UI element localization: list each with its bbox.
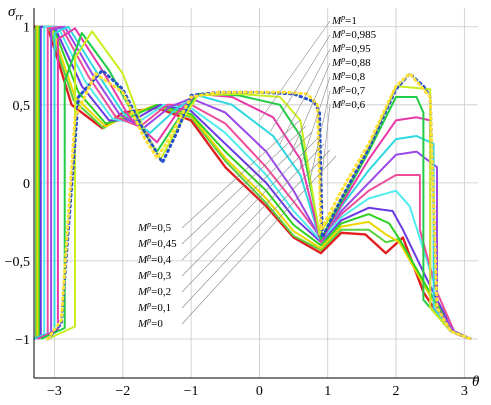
annotation-label-sup: p bbox=[146, 236, 151, 245]
annotation-label-u2: Mp=0,95 bbox=[331, 41, 371, 55]
annotation-label-main: M bbox=[137, 238, 148, 250]
annotation-label-sup: p bbox=[340, 69, 345, 78]
annotation-label-sup: p bbox=[340, 13, 345, 22]
series-line-9 bbox=[33, 25, 472, 340]
annotation-label-value: =1 bbox=[345, 15, 357, 27]
annotation-label-u3: Mp=0,88 bbox=[331, 55, 371, 69]
x-tick-label: −2 bbox=[115, 384, 130, 399]
annotation-label-value: =0,5 bbox=[151, 222, 171, 234]
annotation-label-sup: p bbox=[146, 300, 151, 309]
annotation-label-main: M bbox=[137, 302, 148, 314]
annotation-label-value: =0,1 bbox=[151, 302, 171, 314]
annotation-label-value: =0,3 bbox=[151, 270, 171, 282]
annotation-label-sup: p bbox=[146, 268, 151, 277]
annotation-label-sup: p bbox=[146, 284, 151, 293]
annotation-leader-u5 bbox=[309, 90, 331, 181]
x-tick-label: 3 bbox=[461, 384, 468, 399]
annotation-label-lower-6: Mp=0 bbox=[137, 316, 163, 330]
annotation-label-lower-3: Mp=0,3 bbox=[137, 268, 172, 282]
annotation-label-value: =0,6 bbox=[345, 99, 365, 111]
annotation-leader-l4 bbox=[181, 143, 325, 293]
annotation-label-main: M bbox=[137, 254, 148, 266]
x-tick-label: 0 bbox=[256, 384, 263, 399]
annotation-label-value: =0,7 bbox=[345, 85, 365, 97]
annotation-label-sup: p bbox=[146, 252, 151, 261]
series-line-12 bbox=[33, 25, 472, 340]
annotation-label-u1: Mp=0,985 bbox=[331, 27, 377, 41]
y-tick-label: 0,5 bbox=[13, 99, 31, 114]
annotation-label-sup: p bbox=[340, 41, 345, 50]
x-tick-label: −3 bbox=[47, 384, 62, 399]
annotation-label-main: M bbox=[331, 57, 342, 69]
series-lines bbox=[33, 25, 473, 341]
series-line-3 bbox=[40, 32, 472, 340]
annotation-label-u0: Mp=1 bbox=[331, 13, 357, 27]
annotation-label-value: =0,8 bbox=[345, 71, 365, 83]
annotation-label-sup: p bbox=[340, 27, 345, 36]
annotation-leader-u3 bbox=[289, 62, 331, 157]
annotation-label-main: M bbox=[331, 43, 342, 55]
annotation-leader-l1 bbox=[181, 125, 307, 245]
annotation-leader-l5 bbox=[181, 149, 331, 309]
annotation-label-lower-1: Mp=0,45 bbox=[137, 236, 177, 250]
y-tick-label: 0 bbox=[23, 177, 30, 192]
annotation-label-value: =0,95 bbox=[345, 43, 371, 55]
annotation-label-u5: Mp=0,7 bbox=[331, 83, 366, 97]
annotation-leader-l6 bbox=[181, 155, 337, 325]
annotation-label-value: =0,2 bbox=[151, 286, 171, 298]
annotation-leader-u2 bbox=[279, 48, 331, 145]
x-axis-title: θ bbox=[472, 374, 480, 390]
annotation-label-sup: p bbox=[146, 220, 151, 229]
annotation-label-main: M bbox=[331, 29, 342, 41]
annotation-label-main: M bbox=[331, 15, 342, 27]
annotation-label-u6: Mp=0,6 bbox=[331, 97, 366, 111]
annotation-leader-l2 bbox=[181, 131, 313, 261]
annotation-label-lower-5: Mp=0,1 bbox=[137, 300, 171, 314]
y-axis-title: σrr bbox=[8, 4, 23, 23]
annotation-label-lower-2: Mp=0,4 bbox=[137, 252, 172, 266]
series-line-1 bbox=[46, 68, 473, 341]
y-tick-label: −1 bbox=[15, 333, 30, 348]
axes bbox=[33, 8, 478, 379]
annotation-label-sup: p bbox=[340, 55, 345, 64]
annotation-label-sup: p bbox=[340, 83, 345, 92]
annotation-label-main: M bbox=[331, 99, 342, 111]
annotation-label-main: M bbox=[137, 222, 148, 234]
x-tick-label: 2 bbox=[393, 384, 400, 399]
y-tick-label: −0,5 bbox=[5, 255, 30, 270]
annotation-label-main: M bbox=[137, 318, 148, 330]
annotation-label-value: =0,88 bbox=[345, 57, 371, 69]
series-line-0 bbox=[46, 72, 473, 341]
series-line-10 bbox=[33, 25, 472, 340]
series-line-5 bbox=[33, 25, 472, 340]
y-tick-label: 1 bbox=[23, 21, 30, 36]
annotation-label-value: =0,4 bbox=[151, 254, 171, 266]
annotation-label-sup: p bbox=[146, 316, 151, 325]
tick-labels: −3 −2 −1 0 1 2 3 1 0,5 0 −0,5 −1 bbox=[5, 21, 468, 399]
annotation-label-value: =0,45 bbox=[151, 238, 177, 250]
annotation-label-value: =0 bbox=[151, 318, 163, 330]
annotation-label-u4: Mp=0,8 bbox=[331, 69, 366, 83]
annotation-label-lower-0: Mp=0,5 bbox=[137, 220, 172, 234]
annotation-leader-l3 bbox=[181, 137, 319, 277]
annotation-leader-l0 bbox=[181, 119, 301, 229]
annotation-leader-u0 bbox=[259, 20, 331, 121]
annotation-leader-u6 bbox=[319, 104, 331, 193]
x-tick-label: −1 bbox=[184, 384, 199, 399]
annotation-label-value: =0,985 bbox=[345, 29, 376, 41]
annotation-label-sup: p bbox=[340, 97, 345, 106]
annotation-label-lower-4: Mp=0,2 bbox=[137, 284, 171, 298]
annotations: Mp=1Mp=0,985Mp=0,95Mp=0,88Mp=0,8Mp=0,7Mp… bbox=[137, 13, 377, 330]
x-tick-label: 1 bbox=[324, 384, 331, 399]
annotation-label-main: M bbox=[137, 286, 148, 298]
annotation-label-main: M bbox=[137, 270, 148, 282]
annotation-label-main: M bbox=[331, 71, 342, 83]
annotation-leader-u4 bbox=[299, 76, 331, 169]
annotation-label-main: M bbox=[331, 85, 342, 97]
grid-lines bbox=[34, 8, 478, 378]
y-axis-title-sub: rr bbox=[15, 12, 23, 23]
series-line-7 bbox=[33, 25, 472, 340]
annotation-leader-u1 bbox=[269, 34, 331, 133]
